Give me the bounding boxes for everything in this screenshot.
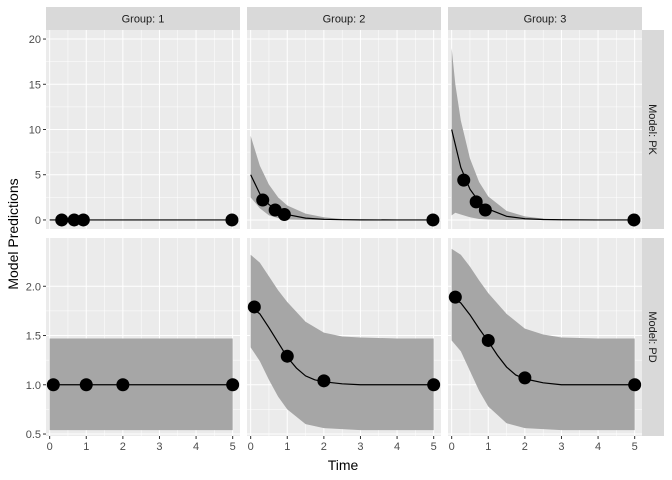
x-tick-label: 2 xyxy=(321,441,327,453)
prediction-line xyxy=(250,306,434,386)
y-tick-label: 0 xyxy=(35,215,41,227)
strip-label: Group: 1 xyxy=(122,14,165,26)
panel-r0-c1 xyxy=(247,30,441,229)
row-strip-1: Model: PK xyxy=(642,30,664,229)
y-tick-label: 0.5 xyxy=(26,429,41,441)
x-tick-label: 0 xyxy=(47,441,53,453)
x-tick-label: 4 xyxy=(595,441,601,453)
x-tick-label: 4 xyxy=(394,441,400,453)
data-point xyxy=(478,203,492,217)
row-strip-2: Model: PD xyxy=(642,238,664,436)
x-tick-label: 3 xyxy=(558,441,564,453)
data-point xyxy=(76,213,90,227)
y-tick-label: 1.5 xyxy=(26,331,41,343)
data-point xyxy=(116,378,130,392)
data-point xyxy=(426,213,440,227)
x-tick-label: 5 xyxy=(230,441,236,453)
y-tick-label: 15 xyxy=(29,79,41,91)
data-point xyxy=(469,195,483,209)
data-point xyxy=(627,213,641,227)
data-point xyxy=(67,213,81,227)
y-tick-label: 1.0 xyxy=(26,380,41,392)
x-tick-label: 2 xyxy=(522,441,528,453)
facet-strips: Group: 1 Group: 2 Group: 3 Model: PK Model: … xyxy=(46,7,664,436)
data-point xyxy=(79,378,93,392)
column-strip-3: Group: 3 xyxy=(448,7,642,30)
strip-label: Group: 3 xyxy=(524,14,567,26)
strip-label: Group: 2 xyxy=(323,14,366,26)
data-point xyxy=(457,173,471,187)
strip-label: Model: PD xyxy=(646,311,658,362)
data-point xyxy=(247,300,261,314)
panels xyxy=(46,30,642,436)
x-tick-label: 2 xyxy=(120,441,126,453)
data-point xyxy=(46,378,60,392)
x-tick-label: 1 xyxy=(284,441,290,453)
data-point xyxy=(226,378,240,392)
prediction-line xyxy=(451,296,635,386)
x-tick-label: 3 xyxy=(156,441,162,453)
y-tick-label: 2.0 xyxy=(26,281,41,293)
x-tick-label: 0 xyxy=(449,441,455,453)
panel-data-r0-c1 xyxy=(250,135,440,227)
column-strip-2: Group: 2 xyxy=(247,7,441,30)
x-tick-label: 4 xyxy=(193,441,199,453)
data-point xyxy=(427,378,441,392)
x-axis-title: Time xyxy=(328,457,359,473)
strip-background xyxy=(46,7,240,30)
y-tick-label: 10 xyxy=(29,125,41,137)
x-tick-label: 0 xyxy=(248,441,254,453)
strip-background xyxy=(642,238,664,436)
data-point xyxy=(277,208,291,222)
panel-data-r0-c0 xyxy=(49,213,239,227)
data-point xyxy=(481,333,495,347)
x-tick-label: 1 xyxy=(83,441,89,453)
column-strip-1: Group: 1 xyxy=(46,7,240,30)
strip-background xyxy=(448,7,642,30)
panel-data-r0-c2 xyxy=(451,48,641,227)
panel-r0-c0 xyxy=(46,30,240,229)
panel-data-r1-c0 xyxy=(46,338,240,431)
data-point xyxy=(256,193,270,207)
data-point xyxy=(225,213,239,227)
confidence-band xyxy=(250,254,434,431)
data-point xyxy=(448,290,462,304)
y-tick-label: 20 xyxy=(29,34,41,46)
strip-label: Model: PK xyxy=(646,104,658,155)
data-point xyxy=(518,371,532,385)
x-tick-label: 1 xyxy=(485,441,491,453)
data-point xyxy=(280,349,294,363)
data-point xyxy=(55,213,69,227)
strip-background xyxy=(247,7,441,30)
panel-data-r1-c2 xyxy=(448,248,642,431)
y-axis-title: Model Predictions xyxy=(5,178,21,289)
y-tick-label: 5 xyxy=(35,170,41,182)
data-point xyxy=(628,378,642,392)
strip-background xyxy=(642,30,664,229)
data-point xyxy=(317,374,331,388)
x-tick-label: 5 xyxy=(632,441,638,453)
x-tick-label: 3 xyxy=(357,441,363,453)
x-tick-label: 5 xyxy=(431,441,437,453)
panel-data-r1-c1 xyxy=(247,254,441,431)
